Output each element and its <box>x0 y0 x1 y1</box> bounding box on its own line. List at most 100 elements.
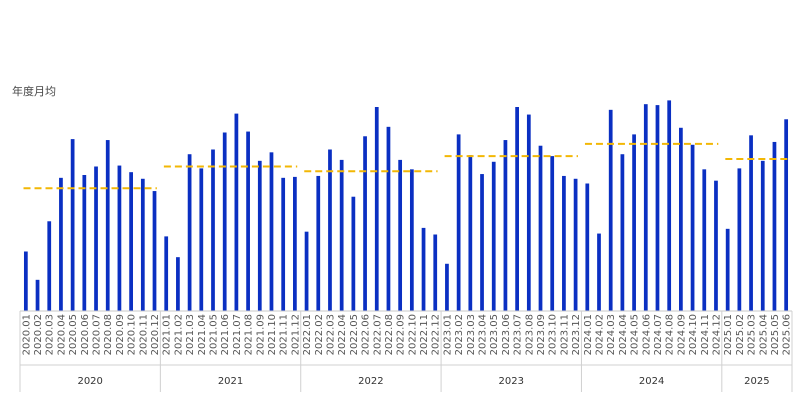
x-tick-label: 2020.11 <box>138 314 149 355</box>
average-lines-group <box>23 142 789 190</box>
x-tick-label: 2021.08 <box>244 314 255 355</box>
year-label-2024: 2024 <box>639 376 664 387</box>
bar-2023.10 <box>550 156 555 311</box>
bar-2024.12 <box>714 180 718 311</box>
bar-2022.03 <box>328 149 332 311</box>
x-tick-label: 2022.04 <box>337 314 348 355</box>
bar-2020.09 <box>117 165 122 311</box>
x-tick-label: 2024.09 <box>676 314 687 355</box>
bar-2020.10 <box>129 172 133 311</box>
bar-2022.08 <box>386 126 391 311</box>
x-tick-label: 2023.04 <box>478 314 489 355</box>
year-label-2021: 2021 <box>218 376 243 387</box>
bar-2024.02 <box>597 233 601 311</box>
x-tick-label: 2024.11 <box>700 314 711 355</box>
x-tick-label: 2021.12 <box>290 314 301 355</box>
x-tick-label: 2023.11 <box>559 314 570 355</box>
bar-2025.03 <box>749 135 753 311</box>
bar-2021.03 <box>187 154 192 311</box>
bar-2023.01 <box>445 263 449 311</box>
bar-2023.03 <box>468 155 473 311</box>
x-tick-label: 2021.01 <box>162 314 173 355</box>
x-tick-label: 2022.12 <box>431 314 442 355</box>
x-tick-label: 2021.07 <box>232 314 243 355</box>
legend-average-label: 年度月均 <box>12 84 56 98</box>
bar-2020.11 <box>140 178 145 311</box>
x-tick-label: 2020.04 <box>56 314 67 355</box>
bar-2025.04 <box>760 160 765 311</box>
x-tick-label: 2020.02 <box>33 314 44 355</box>
bar-2022.12 <box>433 234 438 311</box>
x-tick-label: 2023.08 <box>524 314 535 355</box>
x-tick-label: 2025.02 <box>735 314 746 355</box>
year-label-2025: 2025 <box>744 376 769 387</box>
bar-2022.10 <box>409 169 414 311</box>
bar-2021.02 <box>176 257 180 311</box>
x-tick-label: 2021.10 <box>267 314 278 355</box>
x-tick-label: 2020.03 <box>45 314 56 355</box>
x-tick-label: 2021.04 <box>197 314 208 355</box>
bar-2023.04 <box>480 174 484 311</box>
x-tick-label: 2023.01 <box>442 314 453 355</box>
x-tick-label: 2023.10 <box>548 314 559 355</box>
x-tick-label: 2020.10 <box>127 314 138 355</box>
bar-2024.01 <box>585 183 590 311</box>
bar-2020.02 <box>35 279 40 311</box>
x-tick-label: 2023.03 <box>466 314 477 355</box>
bar-2021.12 <box>293 176 297 311</box>
x-tick-label: 2022.02 <box>314 314 325 355</box>
x-tick-label: 2022.01 <box>302 314 313 355</box>
bar-2023.02 <box>456 134 461 311</box>
bar-2024.07 <box>655 105 660 311</box>
x-tick-label: 2021.06 <box>220 314 231 355</box>
bar-2021.07 <box>234 113 239 311</box>
x-tick-label: 2022.09 <box>396 314 407 355</box>
bar-2020.04 <box>59 177 63 311</box>
bar-2022.07 <box>374 107 379 311</box>
year-label-2023: 2023 <box>499 376 524 387</box>
bar-2023.11 <box>562 175 566 311</box>
bar-2020.05 <box>70 139 75 311</box>
bar-2022.05 <box>351 196 356 311</box>
x-tick-label: 2023.02 <box>454 314 465 355</box>
bar-2023.09 <box>538 145 543 311</box>
bar-2022.09 <box>398 159 403 311</box>
x-tick-label: 2024.12 <box>711 314 722 355</box>
bar-2025.01 <box>725 228 730 311</box>
bar-2021.06 <box>222 132 227 311</box>
bar-2023.07 <box>515 107 519 311</box>
x-tick-label: 2021.02 <box>173 314 184 355</box>
x-tick-label: 2024.03 <box>606 314 617 355</box>
x-tick-label: 2023.06 <box>501 314 512 355</box>
bar-2024.03 <box>608 109 613 311</box>
bar-2023.12 <box>573 178 578 311</box>
x-tick-label: 2024.04 <box>618 314 629 355</box>
x-tick-label: 2020.06 <box>80 314 91 355</box>
x-tick-label: 2022.11 <box>419 314 430 355</box>
bar-2024.06 <box>643 104 648 311</box>
x-tick-label: 2024.02 <box>595 314 606 355</box>
bar-2022.01 <box>304 231 309 311</box>
x-tick-label: 2024.01 <box>583 314 594 355</box>
bar-2024.10 <box>690 144 695 311</box>
bar-2020.01 <box>23 251 28 311</box>
bar-2025.06 <box>784 119 789 311</box>
x-tick-label: 2021.05 <box>209 314 220 355</box>
x-tick-label: 2020.05 <box>68 314 79 355</box>
x-tick-label: 2022.08 <box>384 314 395 355</box>
x-tick-label: 2021.11 <box>279 314 290 355</box>
x-tick-label: 2020.08 <box>103 314 114 355</box>
x-tick-label: 2024.05 <box>630 314 641 355</box>
bar-2022.04 <box>339 159 344 311</box>
bar-2023.06 <box>503 140 508 311</box>
bar-2022.02 <box>316 175 321 311</box>
x-axis: 2020.01 2020.02 2020.03 2020.04 2020.05 2020.… <box>19 310 793 392</box>
x-tick-label: 2025.03 <box>747 314 758 355</box>
bar-2020.06 <box>82 175 87 311</box>
x-tick-label: 2023.12 <box>571 314 582 355</box>
x-tick-label: 2020.01 <box>21 314 32 355</box>
x-tick-label: 2021.09 <box>255 314 266 355</box>
bar-2023.08 <box>526 114 531 311</box>
bar-2024.04 <box>620 154 625 311</box>
